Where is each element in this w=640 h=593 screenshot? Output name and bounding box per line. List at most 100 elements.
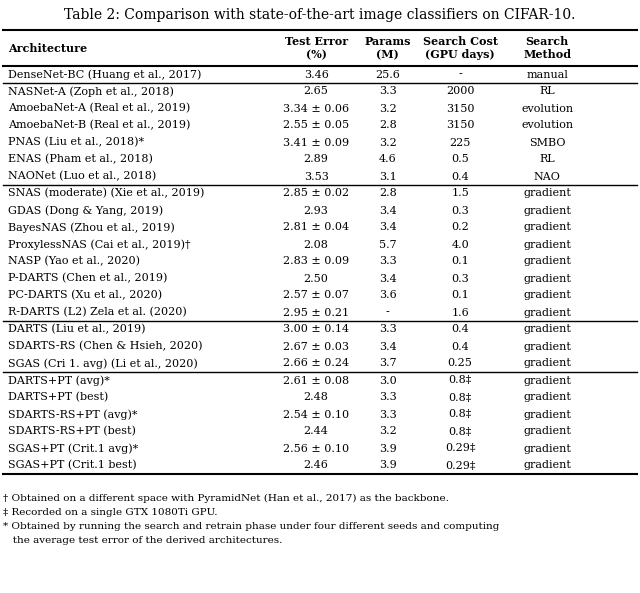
Text: 3.0: 3.0 bbox=[379, 375, 397, 385]
Text: 2.54 ± 0.10: 2.54 ± 0.10 bbox=[283, 410, 349, 419]
Text: 225: 225 bbox=[449, 138, 471, 148]
Text: 25.6: 25.6 bbox=[376, 69, 400, 79]
Text: 3.4: 3.4 bbox=[379, 206, 397, 215]
Text: SDARTS-RS (Chen & Hsieh, 2020): SDARTS-RS (Chen & Hsieh, 2020) bbox=[8, 342, 202, 352]
Text: 2.55 ± 0.05: 2.55 ± 0.05 bbox=[283, 120, 349, 130]
Text: 0.4: 0.4 bbox=[451, 171, 469, 181]
Text: SGAS (Cri 1. avg) (Li et al., 2020): SGAS (Cri 1. avg) (Li et al., 2020) bbox=[8, 358, 197, 369]
Text: SGAS+PT (Crit.1 best): SGAS+PT (Crit.1 best) bbox=[8, 460, 136, 471]
Text: 1.5: 1.5 bbox=[451, 189, 469, 199]
Text: DARTS+PT (best): DARTS+PT (best) bbox=[8, 393, 108, 403]
Text: 3.3: 3.3 bbox=[379, 257, 397, 266]
Text: 2.65: 2.65 bbox=[304, 87, 328, 97]
Text: 2.85 ± 0.02: 2.85 ± 0.02 bbox=[283, 189, 349, 199]
Text: gradient: gradient bbox=[524, 222, 571, 232]
Text: gradient: gradient bbox=[524, 206, 571, 215]
Text: 3.2: 3.2 bbox=[379, 426, 397, 436]
Text: 0.8‡: 0.8‡ bbox=[449, 375, 472, 385]
Text: gradient: gradient bbox=[524, 291, 571, 301]
Text: 3.4: 3.4 bbox=[379, 342, 397, 352]
Text: SDARTS-RS+PT (avg)*: SDARTS-RS+PT (avg)* bbox=[8, 409, 137, 420]
Text: 0.29‡: 0.29‡ bbox=[445, 461, 476, 470]
Text: AmoebaNet-B (Real et al., 2019): AmoebaNet-B (Real et al., 2019) bbox=[8, 120, 190, 130]
Text: 3.2: 3.2 bbox=[379, 138, 397, 148]
Text: gradient: gradient bbox=[524, 308, 571, 317]
Text: Search
Method: Search Method bbox=[523, 36, 572, 60]
Text: gradient: gradient bbox=[524, 426, 571, 436]
Text: NAO: NAO bbox=[534, 171, 561, 181]
Text: 0.8‡: 0.8‡ bbox=[449, 393, 472, 403]
Text: gradient: gradient bbox=[524, 240, 571, 250]
Text: 0.3: 0.3 bbox=[451, 206, 469, 215]
Text: 2.8: 2.8 bbox=[379, 189, 397, 199]
Text: 2.57 ± 0.07: 2.57 ± 0.07 bbox=[284, 291, 349, 301]
Text: the average test error of the derived architectures.: the average test error of the derived ar… bbox=[3, 536, 282, 545]
Text: 2.83 ± 0.09: 2.83 ± 0.09 bbox=[283, 257, 349, 266]
Text: PC-DARTS (Xu et al., 2020): PC-DARTS (Xu et al., 2020) bbox=[8, 291, 162, 301]
Text: 0.5: 0.5 bbox=[451, 155, 469, 164]
Text: 0.29‡: 0.29‡ bbox=[445, 444, 476, 454]
Text: 3.46: 3.46 bbox=[304, 69, 328, 79]
Text: gradient: gradient bbox=[524, 342, 571, 352]
Text: ProxylessNAS (Cai et al., 2019)†: ProxylessNAS (Cai et al., 2019)† bbox=[8, 239, 190, 250]
Text: 3.3: 3.3 bbox=[379, 410, 397, 419]
Text: SDARTS-RS+PT (best): SDARTS-RS+PT (best) bbox=[8, 426, 136, 436]
Text: BayesNAS (Zhou et al., 2019): BayesNAS (Zhou et al., 2019) bbox=[8, 222, 175, 233]
Text: 3.4: 3.4 bbox=[379, 273, 397, 283]
Text: 0.3: 0.3 bbox=[451, 273, 469, 283]
Text: 2.89: 2.89 bbox=[304, 155, 328, 164]
Text: 3.3: 3.3 bbox=[379, 87, 397, 97]
Text: gradient: gradient bbox=[524, 393, 571, 403]
Text: gradient: gradient bbox=[524, 324, 571, 334]
Text: 3.9: 3.9 bbox=[379, 444, 397, 454]
Text: 2.61 ± 0.08: 2.61 ± 0.08 bbox=[283, 375, 349, 385]
Text: 3.34 ± 0.06: 3.34 ± 0.06 bbox=[283, 104, 349, 113]
Text: NAONet (Luo et al., 2018): NAONet (Luo et al., 2018) bbox=[8, 171, 156, 181]
Text: gradient: gradient bbox=[524, 257, 571, 266]
Text: † Obtained on a different space with PyramidNet (Han et al., 2017) as the backbo: † Obtained on a different space with Pyr… bbox=[3, 494, 449, 503]
Text: RL: RL bbox=[540, 87, 555, 97]
Text: -: - bbox=[386, 308, 390, 317]
Text: DenseNet-BC (Huang et al., 2017): DenseNet-BC (Huang et al., 2017) bbox=[8, 69, 201, 80]
Text: 3150: 3150 bbox=[446, 120, 474, 130]
Text: SMBO: SMBO bbox=[529, 138, 566, 148]
Text: gradient: gradient bbox=[524, 444, 571, 454]
Text: 2.67 ± 0.03: 2.67 ± 0.03 bbox=[283, 342, 349, 352]
Text: P-DARTS (Chen et al., 2019): P-DARTS (Chen et al., 2019) bbox=[8, 273, 167, 283]
Text: 2000: 2000 bbox=[446, 87, 474, 97]
Text: 0.2: 0.2 bbox=[451, 222, 469, 232]
Text: 3150: 3150 bbox=[446, 104, 474, 113]
Text: DARTS+PT (avg)*: DARTS+PT (avg)* bbox=[8, 375, 109, 386]
Text: 2.8: 2.8 bbox=[379, 120, 397, 130]
Text: 0.4: 0.4 bbox=[451, 324, 469, 334]
Text: RL: RL bbox=[540, 155, 555, 164]
Text: R-DARTS (L2) Zela et al. (2020): R-DARTS (L2) Zela et al. (2020) bbox=[8, 307, 186, 318]
Text: gradient: gradient bbox=[524, 273, 571, 283]
Text: AmoebaNet-A (Real et al., 2019): AmoebaNet-A (Real et al., 2019) bbox=[8, 103, 190, 114]
Text: 2.46: 2.46 bbox=[304, 461, 328, 470]
Text: 2.08: 2.08 bbox=[304, 240, 328, 250]
Text: 5.7: 5.7 bbox=[379, 240, 397, 250]
Text: 0.1: 0.1 bbox=[451, 257, 469, 266]
Text: evolution: evolution bbox=[521, 120, 573, 130]
Text: 4.6: 4.6 bbox=[379, 155, 397, 164]
Text: 2.81 ± 0.04: 2.81 ± 0.04 bbox=[283, 222, 349, 232]
Text: gradient: gradient bbox=[524, 189, 571, 199]
Text: 0.8‡: 0.8‡ bbox=[449, 410, 472, 419]
Text: 2.56 ± 0.10: 2.56 ± 0.10 bbox=[283, 444, 349, 454]
Text: gradient: gradient bbox=[524, 461, 571, 470]
Text: 3.00 ± 0.14: 3.00 ± 0.14 bbox=[283, 324, 349, 334]
Text: Params
(M): Params (M) bbox=[365, 36, 411, 60]
Text: SGAS+PT (Crit.1 avg)*: SGAS+PT (Crit.1 avg)* bbox=[8, 443, 138, 454]
Text: 3.2: 3.2 bbox=[379, 104, 397, 113]
Text: Architecture: Architecture bbox=[8, 43, 87, 53]
Text: 2.48: 2.48 bbox=[304, 393, 328, 403]
Text: GDAS (Dong & Yang, 2019): GDAS (Dong & Yang, 2019) bbox=[8, 205, 163, 216]
Text: 2.93: 2.93 bbox=[304, 206, 328, 215]
Text: 2.44: 2.44 bbox=[304, 426, 328, 436]
Text: 3.6: 3.6 bbox=[379, 291, 397, 301]
Text: 2.66 ± 0.24: 2.66 ± 0.24 bbox=[283, 359, 349, 368]
Text: 0.4: 0.4 bbox=[451, 342, 469, 352]
Text: gradient: gradient bbox=[524, 410, 571, 419]
Text: 2.50: 2.50 bbox=[304, 273, 328, 283]
